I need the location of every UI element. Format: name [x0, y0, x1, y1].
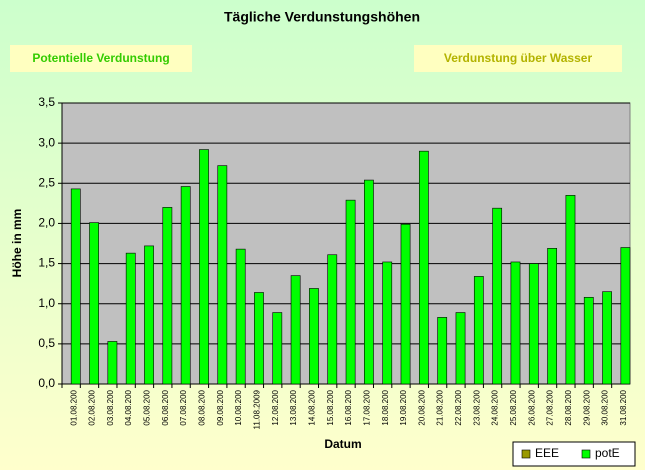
bar: [290, 275, 301, 385]
x-tick-label: 11.08.2009: [252, 389, 261, 429]
bar: [254, 292, 264, 385]
annotation: Potentielle Verdunstung: [32, 51, 169, 65]
bar: [583, 296, 594, 385]
x-tick-label: 21.08.200: [436, 389, 445, 425]
x-tick-label: 10.08.200: [234, 389, 243, 425]
x-tick-label: 18.08.200: [381, 389, 390, 425]
legend: [512, 441, 636, 467]
chart-title: Tägliche Verdunstungshöhen: [224, 9, 420, 25]
bar: [510, 261, 521, 385]
x-tick-label: 28.08.200: [564, 389, 573, 425]
x-tick-label: 20.08.200: [417, 389, 426, 425]
bar: [180, 186, 191, 385]
y-tick-label: 2,5: [38, 175, 55, 189]
bar: [492, 207, 503, 385]
bar: [418, 150, 429, 385]
x-tick-label: 13.08.200: [289, 389, 298, 425]
bar: [620, 247, 631, 385]
x-tick-label: 05.08.200: [143, 389, 152, 425]
y-tick-label: 3,5: [38, 95, 55, 109]
x-tick-label: 08.08.200: [198, 389, 207, 425]
y-tick-label: 3,0: [38, 135, 55, 149]
bar: [602, 291, 612, 385]
x-tick-label: 04.08.200: [124, 389, 133, 425]
bar: [455, 312, 466, 385]
bar: [125, 252, 136, 385]
legend-label: EEE: [535, 446, 559, 460]
y-tick-label: 1,0: [38, 296, 55, 310]
bar: [144, 245, 154, 385]
bar: [89, 222, 99, 385]
bar: [70, 188, 81, 385]
x-axis-label: Datum: [324, 437, 361, 451]
bar: [528, 263, 539, 385]
bar: [272, 312, 283, 385]
x-tick-label: 23.08.200: [472, 389, 481, 425]
x-tick-label: 12.08.200: [271, 389, 280, 425]
x-tick-label: 14.08.200: [307, 389, 316, 425]
x-tick-label: 31.08.200: [619, 389, 628, 425]
x-tick-label: 26.08.200: [527, 389, 536, 425]
bar: [345, 199, 356, 385]
x-tick-label: 22.08.200: [454, 389, 463, 425]
legend-swatch: [581, 449, 591, 459]
x-tick-label: 07.08.200: [179, 389, 188, 425]
y-axis-label: Höhe in mm: [10, 209, 24, 278]
x-tick-label: 16.08.200: [344, 389, 353, 425]
x-tick-label: 03.08.200: [106, 389, 115, 425]
bar: [327, 254, 338, 385]
x-tick-label: 29.08.200: [582, 389, 591, 425]
legend-label: potE: [595, 446, 620, 460]
bar: [199, 149, 209, 385]
bar: [382, 261, 393, 385]
y-tick-label: 1,5: [38, 256, 55, 270]
y-tick-label: 0,0: [38, 376, 55, 390]
bar: [565, 195, 576, 385]
annotation-box: [10, 45, 192, 72]
x-tick-label: 02.08.200: [88, 389, 97, 425]
bar: [437, 317, 448, 385]
x-tick-label: 24.08.200: [491, 389, 500, 425]
y-tick-label: 2,0: [38, 216, 55, 230]
bar: [309, 288, 319, 385]
bar: [547, 248, 558, 385]
x-tick-label: 25.08.200: [509, 389, 518, 425]
x-tick-label: 06.08.200: [161, 389, 170, 425]
x-tick-label: 09.08.200: [216, 389, 225, 425]
annotation-box: [414, 45, 622, 72]
x-tick-label: 01.08.200: [69, 389, 78, 425]
bar: [162, 207, 173, 385]
annotation: Verdunstung über Wasser: [444, 51, 593, 65]
x-tick-label: 17.08.200: [362, 389, 371, 425]
bar: [107, 341, 118, 385]
x-tick-label: 15.08.200: [326, 389, 335, 425]
legend-swatch: [521, 449, 531, 459]
bar: [217, 165, 228, 385]
bar: [473, 276, 484, 385]
x-tick-label: 27.08.200: [546, 389, 555, 425]
x-tick-label: 30.08.200: [601, 389, 610, 425]
x-tick-label: 19.08.200: [399, 389, 408, 425]
y-tick-label: 0,5: [38, 336, 55, 350]
bar: [235, 248, 246, 385]
bar: [364, 179, 374, 385]
bar: [400, 223, 411, 385]
